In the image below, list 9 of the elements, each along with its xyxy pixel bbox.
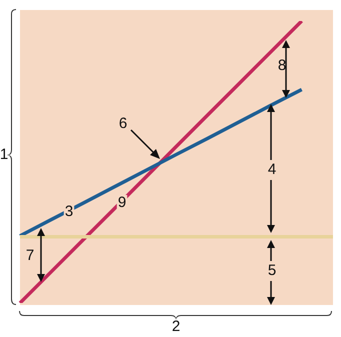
annotation: 4 — [268, 161, 276, 178]
annotation: 5 — [268, 262, 276, 280]
annotation: 8 — [278, 57, 286, 74]
x-axis-title: 2 — [172, 318, 180, 336]
annotation: 9 — [118, 194, 126, 212]
annotation: 6 — [118, 115, 128, 132]
annotation: 7 — [26, 247, 34, 264]
y-axis-title: 1 — [0, 146, 8, 164]
annotation: 3 — [64, 203, 74, 220]
